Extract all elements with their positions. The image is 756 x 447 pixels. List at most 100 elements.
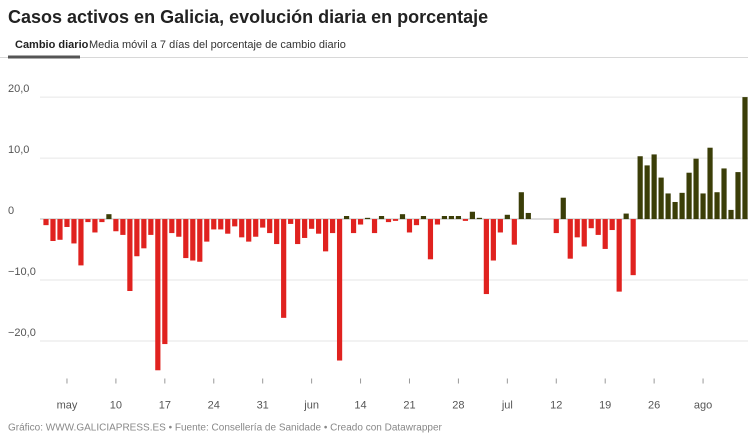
bar xyxy=(518,192,524,220)
bar xyxy=(336,219,343,361)
x-tick-label: jun xyxy=(303,399,319,411)
bar xyxy=(560,197,566,220)
bar xyxy=(78,219,84,266)
bar xyxy=(350,219,357,234)
x-tick-label: 31 xyxy=(257,399,269,411)
bar xyxy=(253,219,259,237)
y-tick-label: 20,0 xyxy=(8,83,29,95)
bar xyxy=(574,219,580,238)
bar xyxy=(567,219,573,259)
tab-underline xyxy=(8,55,80,59)
bar xyxy=(162,219,168,345)
bar xyxy=(239,219,245,238)
bar xyxy=(176,219,182,237)
bar xyxy=(357,219,364,225)
bar xyxy=(120,219,126,235)
y-tick-label: 10,0 xyxy=(8,144,29,156)
bar xyxy=(623,213,629,220)
bar xyxy=(644,165,650,220)
bar xyxy=(302,219,308,238)
bar xyxy=(260,219,266,228)
x-tick-label: 24 xyxy=(208,399,220,411)
bar xyxy=(190,219,196,261)
bar xyxy=(742,97,748,220)
bar xyxy=(92,219,98,233)
x-tick-label: 21 xyxy=(403,399,415,411)
bar xyxy=(127,219,133,292)
bar xyxy=(155,219,161,371)
bar xyxy=(183,219,189,259)
bar xyxy=(490,219,496,261)
bar xyxy=(616,219,622,292)
bar xyxy=(134,219,140,257)
bar xyxy=(343,216,350,220)
bar xyxy=(309,219,315,229)
bar xyxy=(588,219,594,229)
bar xyxy=(735,172,741,220)
bar xyxy=(686,172,692,220)
bar xyxy=(316,219,322,234)
tab-divider xyxy=(0,57,748,58)
x-tick-label: 17 xyxy=(159,399,171,411)
bar xyxy=(57,219,63,240)
bar xyxy=(413,219,420,226)
bar xyxy=(602,219,608,249)
x-tick-label: may xyxy=(57,399,78,411)
x-tick-label: jul xyxy=(501,399,513,411)
bar xyxy=(399,214,406,220)
x-tick-label: 26 xyxy=(648,399,660,411)
bar xyxy=(700,193,706,220)
bar xyxy=(329,219,336,234)
bar xyxy=(637,156,643,220)
bar xyxy=(197,219,203,262)
bar xyxy=(225,219,231,234)
x-tick-label: 14 xyxy=(354,399,366,411)
bar xyxy=(64,219,70,227)
bar xyxy=(609,219,615,231)
bar xyxy=(693,158,699,220)
bar xyxy=(455,216,462,220)
bar xyxy=(406,219,413,233)
bar xyxy=(434,219,441,225)
bar xyxy=(85,219,91,223)
chart-title: Casos activos en Galicia, evolución diar… xyxy=(8,7,488,27)
bar xyxy=(288,219,294,224)
bar xyxy=(378,216,385,220)
bar xyxy=(371,219,378,234)
bar xyxy=(385,219,392,223)
bar xyxy=(364,217,371,220)
bar xyxy=(246,219,252,242)
bar xyxy=(714,192,720,220)
x-tick-label: 19 xyxy=(599,399,611,411)
bar xyxy=(232,219,238,227)
bar xyxy=(630,219,636,276)
bar xyxy=(392,219,399,221)
bar xyxy=(427,219,434,260)
x-tick-label: ago xyxy=(694,399,712,411)
bar xyxy=(448,216,455,220)
bar xyxy=(148,219,154,235)
bar xyxy=(204,219,210,242)
bar xyxy=(43,219,49,226)
bar xyxy=(679,192,685,220)
x-tick-label: 12 xyxy=(550,399,562,411)
bar xyxy=(462,219,468,221)
bar xyxy=(497,219,503,233)
bar xyxy=(441,216,448,220)
bar xyxy=(553,219,559,234)
bar xyxy=(469,211,475,220)
bar xyxy=(707,147,713,220)
bar xyxy=(99,219,105,223)
bar xyxy=(218,219,224,230)
bar xyxy=(267,219,273,234)
bar xyxy=(295,219,301,245)
bar xyxy=(71,219,77,244)
bar xyxy=(476,217,482,220)
y-tick-label: 0 xyxy=(8,205,14,217)
bar xyxy=(483,219,489,295)
bar xyxy=(420,216,427,220)
bar xyxy=(504,214,510,220)
tab[interactable]: Cambio diario xyxy=(15,39,89,51)
tab[interactable]: Media móvil a 7 días del porcentaje de c… xyxy=(89,39,346,51)
